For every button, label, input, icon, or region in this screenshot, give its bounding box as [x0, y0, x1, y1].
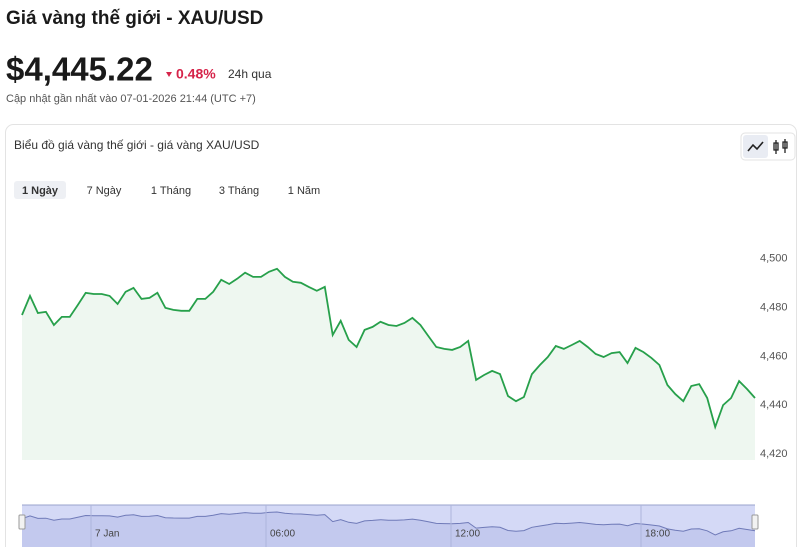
- navigator-label: 06:00: [270, 529, 295, 540]
- tab[interactable]: 1 Tháng: [151, 185, 191, 197]
- tab[interactable]: 1 Năm: [288, 185, 320, 197]
- navigator-label: 18:00: [645, 529, 670, 540]
- tab[interactable]: 1 Ngày: [22, 185, 59, 197]
- tab[interactable]: 7 Ngày: [87, 185, 122, 197]
- line-icon: [747, 141, 764, 152]
- y-tick-label: 4,480: [760, 302, 788, 314]
- updated: Cập nhật gần nhất vào 07-01-2026 21:44 (…: [6, 93, 256, 105]
- period: 24h qua: [228, 67, 272, 81]
- navigator-label: 7 Jan: [95, 529, 119, 540]
- y-tick-label: 4,420: [760, 448, 788, 460]
- tab-active-bg: [14, 181, 66, 199]
- price: $4,445.22: [6, 51, 153, 88]
- candle-icon[interactable]: [773, 139, 788, 154]
- y-tick-label: 4,500: [760, 253, 788, 265]
- change: 0.48%: [176, 66, 216, 82]
- navigator-handle[interactable]: [751, 514, 759, 530]
- price-line: [21, 267, 756, 430]
- price-area: [22, 268, 755, 460]
- y-tick-label: 4,440: [760, 399, 788, 411]
- navigator-label: 12:00: [455, 529, 480, 540]
- tab[interactable]: 3 Tháng: [219, 185, 259, 197]
- card-title: Biểu đồ giá vàng thế giới - giá vàng XAU…: [14, 138, 260, 152]
- page-title: Giá vàng thế giới - XAU/USD: [6, 8, 263, 29]
- navigator-handle[interactable]: [18, 514, 26, 530]
- navigator-line: [21, 511, 756, 536]
- navigator-area: [22, 512, 755, 547]
- y-tick-label: 4,460: [760, 350, 788, 362]
- down-arrow: [166, 72, 172, 77]
